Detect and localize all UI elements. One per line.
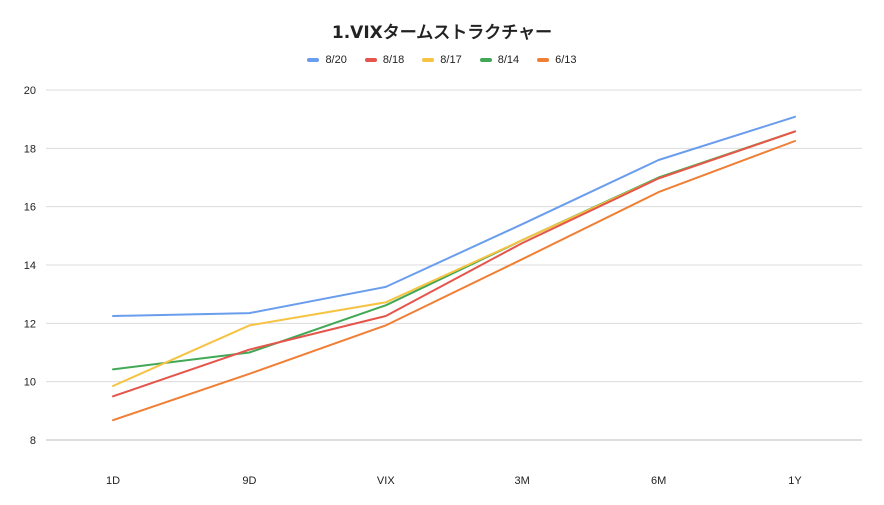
legend-item[interactable]: 8/14: [479, 54, 520, 66]
chart-legend: 8/20 8/18 8/17 8/14 6/13: [0, 54, 884, 66]
legend-label: 8/14: [497, 54, 520, 66]
y-tick-label: 20: [24, 85, 36, 97]
legend-item[interactable]: 8/17: [422, 54, 462, 66]
x-tick-label: 6M: [651, 475, 666, 487]
legend-label: 8/17: [440, 54, 462, 66]
y-tick-label: 18: [24, 143, 36, 155]
legend-label: 8/18: [382, 54, 405, 66]
y-tick-label: 14: [24, 260, 36, 272]
x-tick-label: 3M: [515, 475, 530, 487]
legend-label: 6/13: [555, 54, 577, 66]
x-tick-label: 9D: [242, 475, 256, 487]
series-line-8-18: [112, 130, 796, 398]
legend-item[interactable]: 6/13: [537, 54, 577, 66]
chart-title: 1.VIXタームストラクチャー: [331, 23, 553, 43]
legend-item[interactable]: 8/20: [307, 54, 347, 66]
legend-label: 8/20: [325, 54, 347, 66]
legend-swatch: [479, 58, 492, 62]
x-tick-label: 1D: [106, 475, 120, 487]
y-tick-label: 16: [24, 202, 36, 214]
x-tick-label: VIX: [377, 475, 395, 487]
series-line-6-13: [112, 140, 796, 422]
legend-swatch: [537, 58, 550, 62]
x-tick-label: 1Y: [788, 475, 802, 487]
legend-swatch: [364, 58, 377, 62]
y-tick-label: 10: [24, 377, 36, 389]
legend-item[interactable]: 8/18: [364, 54, 405, 66]
legend-swatch: [307, 58, 320, 62]
series-line-8-17: [112, 130, 796, 387]
series-line-8-20: [112, 115, 796, 317]
y-tick-label: 12: [24, 318, 36, 330]
legend-swatch: [422, 58, 435, 62]
y-tick-label: 8: [30, 435, 36, 447]
